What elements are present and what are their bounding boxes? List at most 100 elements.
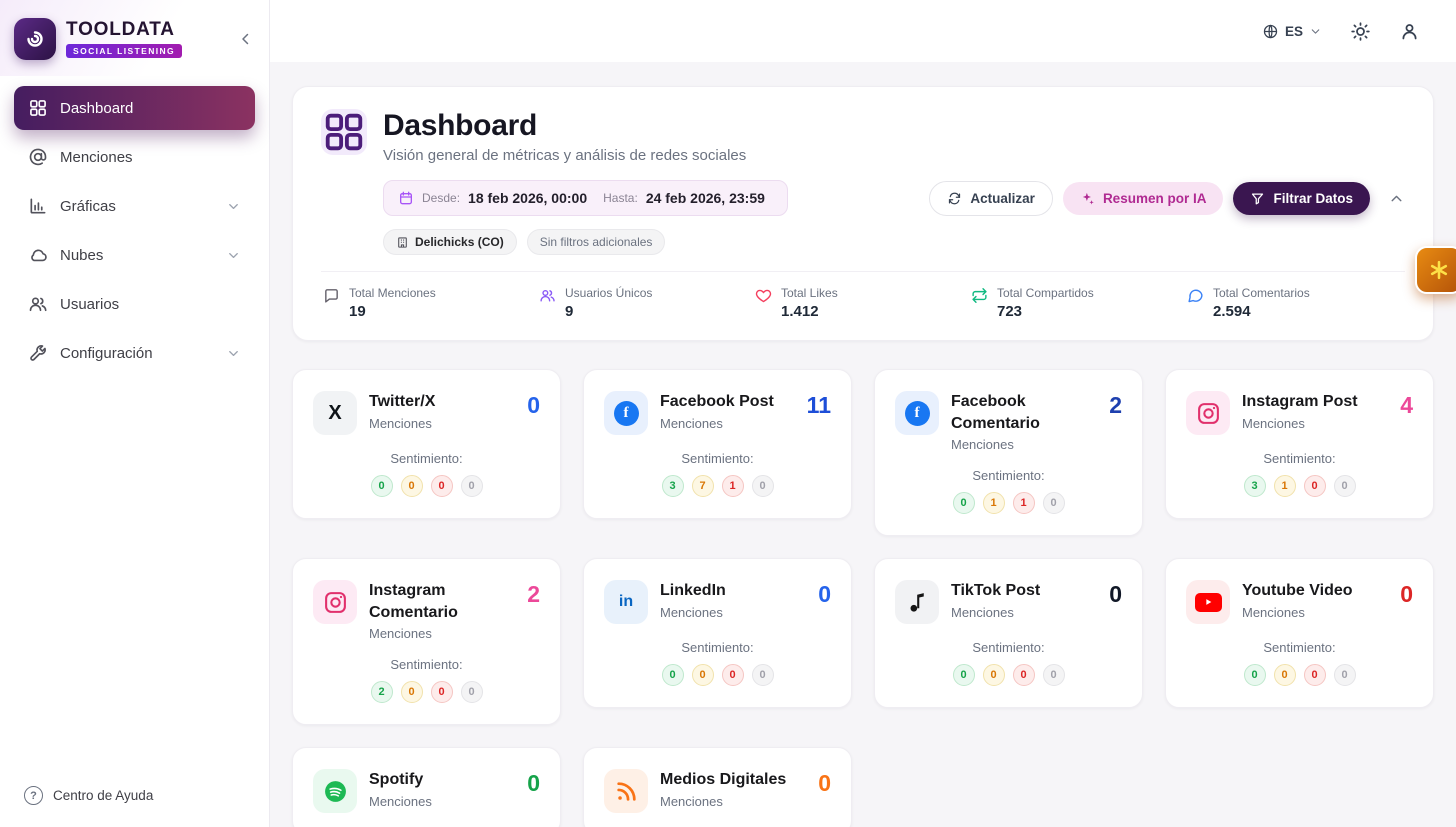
filter-data-button[interactable]: Filtrar Datos — [1233, 181, 1370, 215]
card-subtitle: Menciones — [1242, 415, 1305, 431]
theme-toggle-button[interactable] — [1350, 21, 1371, 42]
sentiment-neutral-badge: 1 — [982, 492, 1005, 515]
sidebar-item[interactable]: Menciones — [14, 135, 255, 179]
sentiment-section: Sentimiento: 0 0 0 0 — [895, 640, 1122, 687]
sidebar-item-label: Nubes — [60, 246, 104, 264]
sidebar-item-label: Menciones — [60, 148, 133, 166]
card-title: Instagram Post — [1242, 393, 1358, 410]
card-title: Youtube Video — [1242, 582, 1353, 600]
sidebar-item[interactable]: Usuarios — [14, 282, 255, 326]
collapse-header-button[interactable] — [1388, 190, 1405, 207]
logo-subtitle-badge: SOCIAL LISTENING — [66, 44, 183, 58]
refresh-button[interactable]: Actualizar — [929, 180, 1053, 216]
facebook-icon: f — [604, 391, 648, 435]
sidebar-item[interactable]: Configuración — [14, 331, 255, 375]
card-count: 0 — [527, 770, 540, 797]
sentiment-section: Sentimiento: 0 1 1 0 — [895, 468, 1122, 515]
sidebar-item[interactable]: Nubes — [14, 233, 255, 277]
stat-value: 723 — [997, 303, 1023, 320]
card-count: 0 — [818, 581, 831, 608]
sentiment-positive-badge: 0 — [952, 664, 975, 687]
card-subtitle: Menciones — [660, 604, 723, 620]
linkedin-icon: in — [604, 580, 648, 625]
metric-card[interactable]: Instagram Comentario Menciones 2 Sentimi… — [292, 558, 561, 726]
stat-label: Total Compartidos — [997, 286, 1094, 300]
grid-icon — [28, 98, 48, 118]
sentiment-none-badge: 0 — [751, 664, 774, 687]
quick-action-button[interactable] — [1415, 246, 1456, 294]
metric-card[interactable]: TikTok Post Menciones 0 Sentimiento: 0 0… — [874, 558, 1143, 709]
sentiment-label: Sentimiento: — [972, 640, 1045, 656]
sidebar: TOOLDATA SOCIAL LISTENING Dashboard Menc… — [0, 0, 270, 827]
metric-card[interactable]: X Twitter/X Menciones 0 Sentimiento: 0 — [292, 369, 561, 519]
stat: Total Menciones 19 — [323, 286, 539, 320]
help-center-label: Centro de Ayuda — [53, 788, 154, 803]
filter-tag: Sin filtros adicionales — [526, 229, 666, 255]
globe-icon — [1262, 23, 1279, 40]
ai-summary-button[interactable]: Resumen por IA — [1062, 181, 1224, 215]
sentiment-neutral-badge: 7 — [691, 475, 714, 497]
sentiment-none-badge: 0 — [1042, 492, 1065, 515]
sentiment-label: Sentimiento: — [1263, 451, 1336, 466]
metrics-grid: X Twitter/X Menciones 0 Sentimiento: 0 — [292, 369, 1434, 827]
metric-card[interactable]: in LinkedIn Menciones 0 Sentimiento: 0 — [583, 558, 852, 709]
metric-card[interactable]: Spotify Menciones 0 — [292, 747, 561, 827]
card-subtitle: Menciones — [951, 437, 1014, 453]
date-to-label: Hasta: — [603, 191, 638, 205]
sidebar-collapse-button[interactable] — [237, 30, 255, 48]
sentiment-section: Sentimiento: 2 0 0 0 — [313, 657, 540, 704]
wrench-icon — [28, 343, 48, 363]
stat-label: Total Menciones — [349, 286, 436, 300]
card-count: 0 — [1400, 581, 1413, 608]
card-count: 2 — [1109, 392, 1122, 418]
metric-card[interactable]: Medios Digitales Menciones 0 — [583, 747, 852, 827]
stat: Total Likes 1.412 — [755, 286, 971, 320]
profile-button[interactable] — [1399, 21, 1420, 42]
metric-card[interactable]: Youtube Video Menciones 0 Sentimiento: 0… — [1165, 558, 1434, 709]
message-icon — [323, 287, 340, 304]
metric-card[interactable]: Instagram Post Menciones 4 Sentimiento: … — [1165, 369, 1434, 519]
calendar-icon — [398, 190, 414, 206]
sidebar-item[interactable]: Gráficas — [14, 184, 255, 228]
date-range-picker[interactable]: Desde: 18 feb 2026, 00:00 Hasta: 24 feb … — [383, 180, 788, 216]
language-selector[interactable]: ES — [1262, 23, 1322, 40]
facebook-icon: f — [895, 391, 939, 435]
metric-card[interactable]: f Facebook Comentario Menciones 2 Sentim… — [874, 369, 1143, 537]
dashboard-grid-icon — [321, 109, 367, 155]
card-subtitle: Menciones — [660, 793, 723, 809]
chart-icon — [28, 196, 48, 216]
page-subtitle: Visión general de métricas y análisis de… — [383, 147, 747, 164]
filter-tag-label: Delichicks (CO) — [415, 235, 504, 249]
card-count: 0 — [527, 392, 540, 418]
sentiment-neutral-badge: 0 — [1273, 664, 1296, 687]
stat-value: 2.594 — [1213, 303, 1251, 320]
page-title: Dashboard — [383, 109, 537, 142]
question-icon: ? — [24, 786, 43, 805]
logo: TOOLDATA SOCIAL LISTENING — [0, 0, 269, 76]
twitter-x-icon: X — [313, 391, 357, 435]
card-title: Twitter/X — [369, 393, 436, 410]
sentiment-none-badge: 0 — [1333, 664, 1356, 687]
sidebar-item[interactable]: Dashboard — [14, 86, 255, 130]
stat-label: Usuarios Únicos — [565, 286, 653, 300]
help-center-link[interactable]: ? Centro de Ayuda — [0, 764, 269, 827]
tooldata-logo-icon — [14, 18, 56, 60]
chevron-down-icon — [1309, 25, 1322, 38]
sentiment-neutral-badge: 0 — [400, 681, 423, 704]
card-count: 2 — [527, 581, 540, 608]
filter-tags: Delichicks (CO) Sin filtros adicionales — [383, 229, 1405, 255]
funnel-icon — [1250, 191, 1265, 206]
date-from-value: 18 feb 2026, 00:00 — [468, 190, 588, 206]
chevron-down-icon — [226, 248, 241, 263]
youtube-icon — [1186, 580, 1230, 625]
at-icon — [28, 147, 48, 167]
sentiment-none-badge: 0 — [1333, 475, 1356, 497]
stat-label: Total Comentarios — [1213, 286, 1310, 300]
card-count: 11 — [806, 392, 831, 418]
instagram-icon — [313, 580, 357, 625]
stat-value: 1.412 — [781, 303, 819, 320]
sentiment-section: Sentimiento: 0 0 0 0 — [604, 640, 831, 687]
users-icon — [539, 287, 556, 304]
metric-card[interactable]: f Facebook Post Menciones 11 Sentimiento… — [583, 369, 852, 519]
